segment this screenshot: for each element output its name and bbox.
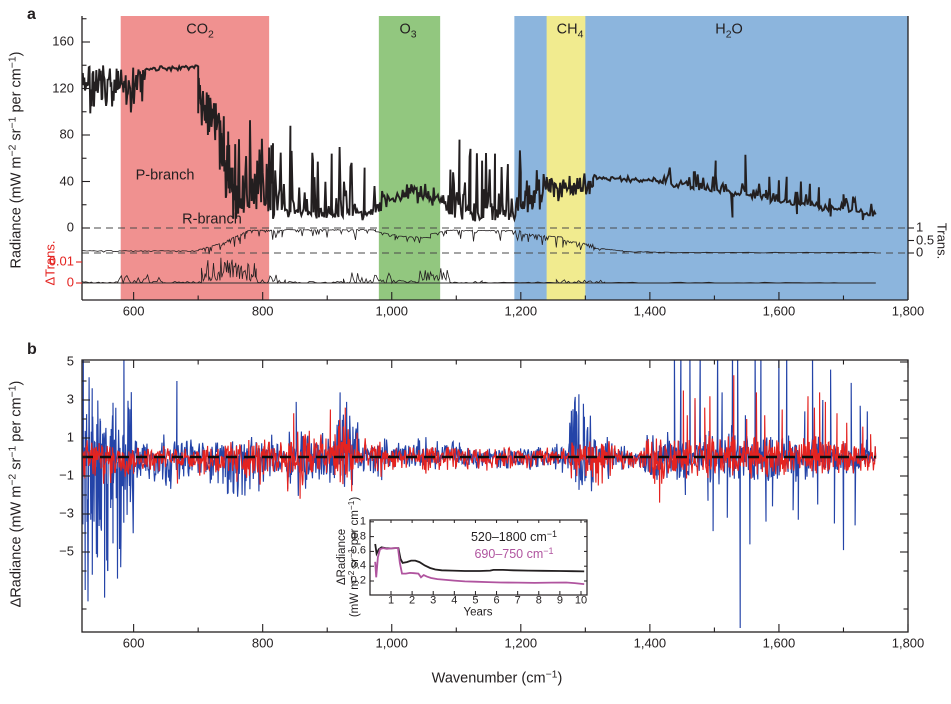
tick-label: 80 — [59, 126, 74, 142]
tick-label: 1,000 — [375, 635, 409, 651]
absorption-band-ch4 — [546, 16, 586, 300]
tick-label: 3 — [66, 391, 74, 407]
x-axis-label: Wavenumber (cm−1) — [431, 669, 563, 687]
legend-entry-690-750: 690–750 cm−1 — [474, 545, 554, 561]
transmission-trace — [82, 228, 876, 255]
tick-label: −1 — [59, 467, 74, 483]
tick-label: 120 — [52, 80, 74, 96]
band-label-co2: CO2 — [186, 21, 214, 41]
tick-label: 1,600 — [762, 303, 796, 319]
tick-label: 800 — [251, 635, 274, 651]
dtrans-trace — [82, 257, 876, 285]
tick-label: 0.4 — [350, 559, 366, 572]
panel-a-y-axis-label: Radiance (mW m−2 sr−1 per cm−1) — [7, 51, 25, 269]
tick-label: 0 — [66, 274, 74, 290]
tick-label: 7 — [514, 594, 521, 607]
tick-label: 1,000 — [375, 303, 409, 319]
tick-label: 1 — [359, 515, 366, 528]
tick-label: 0.2 — [350, 574, 366, 587]
inset-plot — [369, 519, 588, 596]
tick-label: 0 — [66, 219, 74, 235]
tick-label: 600 — [122, 635, 145, 651]
forcing-red-trace — [82, 375, 877, 503]
panel-b-letter: b — [27, 341, 37, 358]
tick-label: 8 — [535, 594, 542, 607]
tick-label: 1 — [66, 429, 74, 445]
tick-label: 0.8 — [350, 530, 366, 543]
tick-label: 1,400 — [633, 303, 667, 319]
tick-label: 800 — [251, 303, 274, 319]
tick-label: 1,800 — [891, 635, 925, 651]
inset-trace-690-750 — [374, 547, 585, 585]
panel-b-y-axis-label: ΔRadiance (mW m−2 sr−1 per cm−1) — [7, 380, 25, 608]
legend-entry-520-1800: 520–1800 cm−1 — [470, 528, 558, 544]
tick-label: 0 — [916, 244, 924, 260]
tick-label: 5 — [472, 594, 479, 607]
radiance-spectrum-trace — [82, 63, 877, 223]
panel-a-plot — [76, 16, 914, 301]
tick-label: 160 — [52, 33, 74, 49]
panel-b-plot — [81, 359, 909, 633]
tick-label: 1,800 — [891, 303, 925, 319]
panel-a-letter: a — [27, 6, 36, 23]
tick-label: 1,600 — [762, 635, 796, 651]
tick-label: 40 — [59, 173, 74, 189]
tick-label: 9 — [556, 594, 563, 607]
inset-x-axis-label: Years — [463, 606, 493, 619]
tick-label: −3 — [59, 505, 74, 521]
tick-label: 600 — [122, 303, 145, 319]
tick-label: 0.6 — [350, 545, 366, 558]
tick-label: 3 — [430, 594, 437, 607]
tick-label: 4 — [451, 594, 458, 607]
tick-label: 5 — [66, 353, 74, 369]
tick-label: 1 — [916, 219, 924, 235]
tick-label: 6 — [493, 594, 500, 607]
annotation-p-branch: P-branch — [135, 167, 195, 184]
tick-label: −5 — [59, 543, 74, 559]
tick-label: 1,400 — [633, 635, 667, 651]
tick-label: 1,200 — [504, 635, 538, 651]
absorption-band-o3 — [378, 16, 441, 300]
tick-label: 1 — [387, 594, 395, 607]
annotation-r-branch: R-branch — [182, 211, 242, 228]
band-label-ch4: CH4 — [556, 21, 584, 41]
tick-label: 0.5 — [916, 232, 935, 248]
band-label-h2o: H2O — [715, 21, 743, 41]
trans-axis-label: Trans. — [934, 222, 950, 260]
tick-label: 2 — [409, 594, 416, 607]
band-label-o3: O3 — [399, 21, 417, 41]
tick-label: 10 — [574, 594, 588, 607]
tick-label: 1,200 — [504, 303, 538, 319]
tick-label: 0.01 — [48, 253, 74, 269]
